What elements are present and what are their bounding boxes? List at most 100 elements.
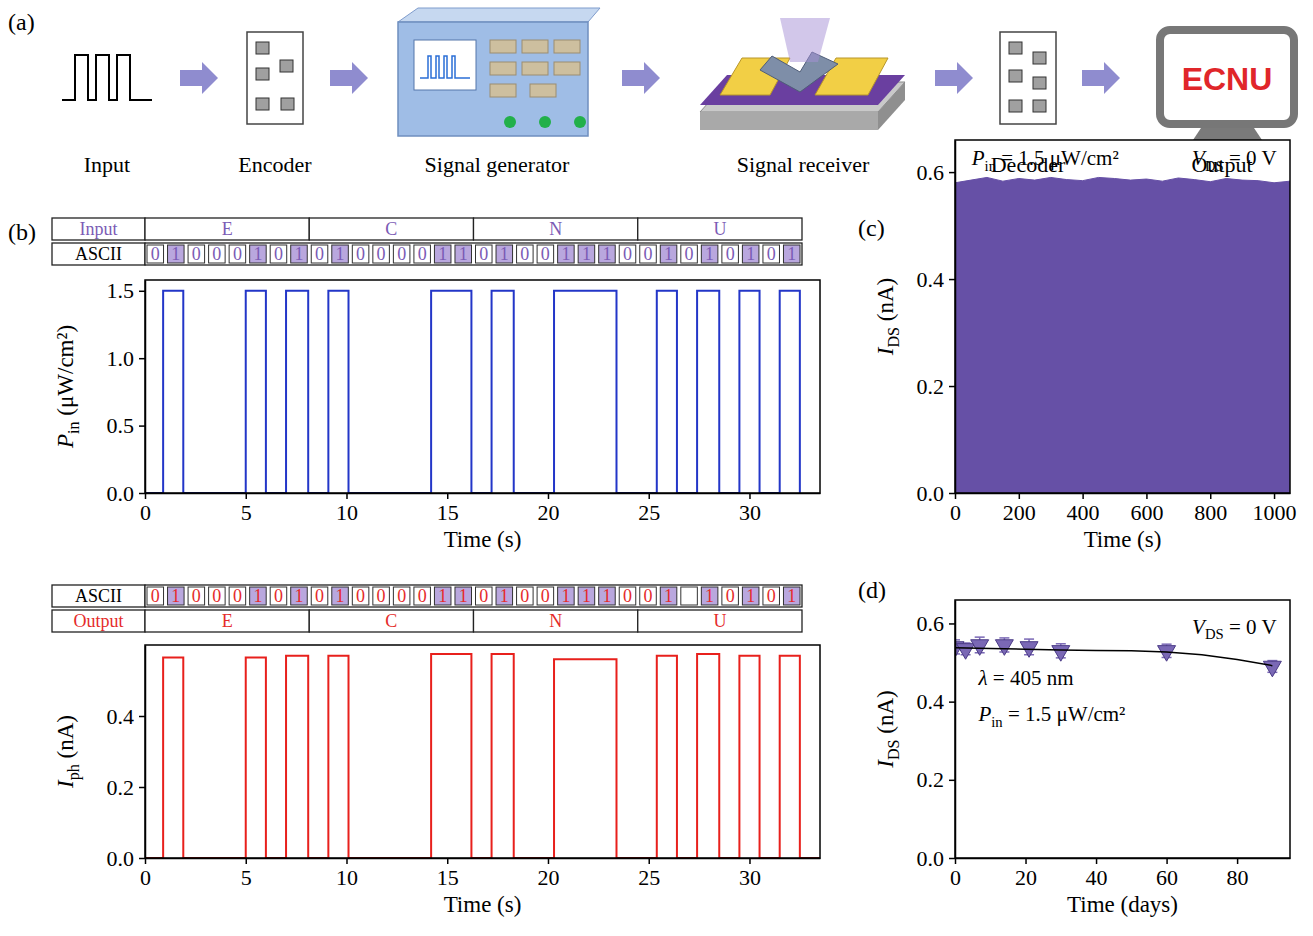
bit-cell <box>373 245 390 263</box>
y-tick-label: 0.0 <box>917 481 945 506</box>
table-text: 1 <box>171 244 180 264</box>
y-tick: 0.4 <box>107 704 146 729</box>
x-tick-mark <box>245 493 247 499</box>
panel-label: (d) <box>858 577 886 603</box>
table-text: 1 <box>582 244 591 264</box>
x-tick: 0 <box>950 858 961 890</box>
table-text: 1 <box>294 244 303 264</box>
bit-cell <box>250 587 267 605</box>
label-text: Time (s) <box>444 527 522 552</box>
table-text: 0 <box>315 244 324 264</box>
label-text: Time (s) <box>1084 527 1162 552</box>
table-text: 1 <box>602 586 611 606</box>
bit-cell <box>434 587 451 605</box>
coder-box <box>247 32 303 124</box>
plot-marks <box>145 291 800 493</box>
x-tick: 15 <box>437 858 459 890</box>
bit-cell <box>332 245 349 263</box>
table-text: 0 <box>377 244 386 264</box>
table-text: 0 <box>212 244 221 264</box>
plot-frame <box>955 600 1290 858</box>
bit-cell <box>291 245 308 263</box>
text-part: (nA) <box>873 278 898 327</box>
y-tick-mark <box>139 493 145 495</box>
table-text: 1 <box>602 244 611 264</box>
table-text: 0 <box>767 586 776 606</box>
generator-button <box>522 62 548 75</box>
table-text: 0 <box>479 244 488 264</box>
chart: 0204060800.00.20.40.6Time (days)IDS (nA)… <box>873 600 1291 917</box>
y-axis: 0.00.51.01.5 <box>107 278 146 505</box>
label-text: VDS = 0 V <box>1192 615 1277 643</box>
label-text: IDS (nA) <box>873 690 902 768</box>
table-text: C <box>385 219 397 239</box>
bit-cell <box>250 245 267 263</box>
input-wave <box>62 55 152 100</box>
y-axis-line <box>955 141 957 494</box>
y-tick: 0.0 <box>917 846 956 871</box>
x-tick-mark <box>447 493 449 499</box>
y-tick: 0.2 <box>917 374 956 399</box>
bit-cell <box>393 245 410 263</box>
text-part: = 0 V <box>1224 146 1277 170</box>
chart: 0510152025300.00.20.4Time (s)Iph (nA) <box>53 645 821 917</box>
x-tick: 20 <box>537 493 559 525</box>
y-tick-mark <box>949 279 955 281</box>
letter-cell <box>638 218 802 240</box>
error-cap <box>1056 643 1066 645</box>
y-tick: 0.0 <box>917 481 956 506</box>
x-tick-label: 20 <box>537 865 559 890</box>
y-tick-label: 0.2 <box>917 767 945 792</box>
y-tick: 0.6 <box>917 160 956 185</box>
y-tick-mark <box>949 701 955 703</box>
table-text: 1 <box>561 586 570 606</box>
bit-cell <box>558 587 575 605</box>
x-tick: 25 <box>638 858 660 890</box>
x-tick: 20 <box>1015 858 1037 890</box>
x-tick-label: 0 <box>950 865 961 890</box>
x-tick-mark <box>245 858 247 864</box>
label-text: Pin = 1.5 μW/cm² <box>971 146 1119 174</box>
bit-cell <box>722 245 739 263</box>
x-tick-label: 40 <box>1086 865 1108 890</box>
text-part: in <box>991 714 1003 730</box>
x-tick: 1000 <box>1253 493 1297 525</box>
y-tick-mark <box>949 386 955 388</box>
x-axis: 051015202530 <box>140 858 821 890</box>
table-text: 1 <box>787 244 796 264</box>
x-tick-label: 25 <box>638 500 660 525</box>
y-tick-mark <box>139 787 145 789</box>
line <box>145 654 820 858</box>
text-part: DS <box>1205 158 1224 174</box>
x-tick-label: 30 <box>739 500 761 525</box>
error-cap <box>999 637 1009 639</box>
generator-body <box>398 22 588 136</box>
table-text: 0 <box>418 244 427 264</box>
y-tick-label: 0.6 <box>917 611 945 636</box>
table-text: ASCII <box>75 586 122 606</box>
y-tick-label: 0.4 <box>917 689 945 714</box>
x-tick-label: 5 <box>241 865 252 890</box>
x-tick-mark <box>648 493 650 499</box>
text-part: P <box>53 434 78 449</box>
error-cap <box>1162 643 1172 645</box>
letter-cell <box>145 218 309 240</box>
x-tick-label: 0 <box>140 865 151 890</box>
bit-cell <box>188 587 205 605</box>
bit-cell <box>660 587 677 605</box>
table-text: 1 <box>705 586 714 606</box>
x-axis: 02004006008001000 <box>950 493 1297 525</box>
text-part: = 1.5 μW/cm² <box>996 146 1119 170</box>
bit-cell <box>332 587 349 605</box>
table-text: 0 <box>623 244 632 264</box>
table-text: 0 <box>151 244 160 264</box>
table-text: Input <box>80 219 118 239</box>
x-tick-label: 30 <box>739 865 761 890</box>
y-tick-label: 0.4 <box>917 267 945 292</box>
y-tick-label: 0.0 <box>917 846 945 871</box>
table-text: 1 <box>438 586 447 606</box>
table-text: 0 <box>541 244 550 264</box>
coder-cell <box>256 42 269 54</box>
x-tick: 60 <box>1156 858 1178 890</box>
y-tick: 0.0 <box>107 846 146 871</box>
